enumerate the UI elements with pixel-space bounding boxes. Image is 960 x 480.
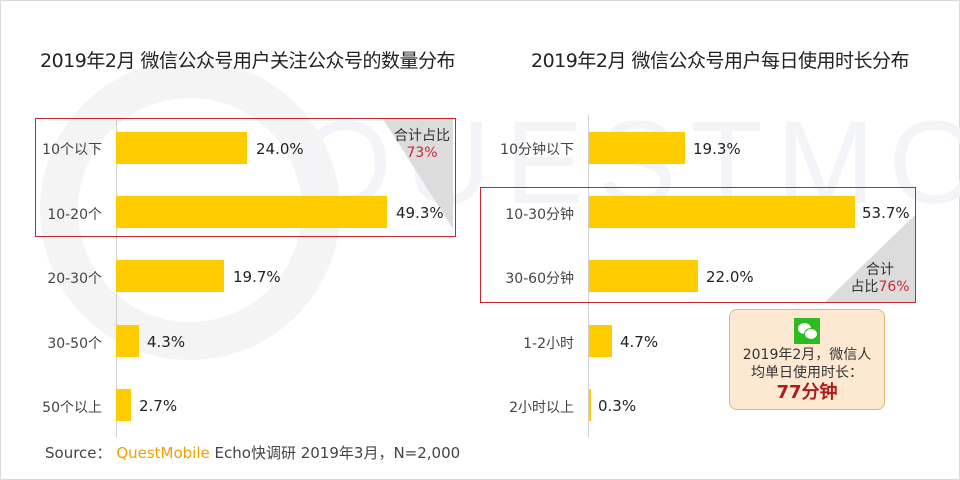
- value-label: 4.3%: [147, 333, 186, 351]
- value-label: 19.7%: [233, 268, 281, 286]
- category-label: 30-60分钟: [505, 271, 574, 287]
- category-label: 2小时以上: [509, 400, 574, 416]
- bar: [116, 132, 247, 164]
- callout-highlight: 77分钟: [776, 382, 838, 403]
- bar: [116, 325, 139, 357]
- value-label: 4.7%: [620, 333, 659, 351]
- value-label: 0.3%: [598, 397, 637, 415]
- source-note: Source： QuestMobile Echo快调研 2019年3月，N=2,…: [45, 442, 460, 463]
- right-total-label2: 占比: [850, 279, 879, 295]
- usage-callout: 2019年2月，微信人 均单日使用时长： 77分钟: [729, 309, 885, 410]
- bar: [116, 389, 131, 421]
- bar: [116, 196, 387, 228]
- category-label: 10分钟以下: [500, 142, 574, 158]
- source-prefix: Source：: [45, 444, 112, 462]
- category-label: 10个以下: [42, 142, 102, 158]
- category-label: 1-2小时: [523, 336, 574, 352]
- callout-line1: 2019年2月，微信人: [742, 347, 872, 363]
- category-label: 20-30个: [47, 271, 102, 287]
- right-total-note: 合计 占比76%: [846, 262, 914, 296]
- bar: [589, 196, 855, 228]
- wechat-icon: [794, 318, 820, 344]
- value-label: 22.0%: [706, 268, 754, 286]
- left-total-label: 合计占比: [394, 128, 450, 144]
- right-total-label: 合计: [866, 262, 894, 278]
- left-chart-title: 2019年2月 微信公众号用户关注公众号的数量分布: [40, 50, 455, 72]
- value-label: 24.0%: [256, 140, 304, 158]
- bar: [589, 260, 698, 292]
- source-suffix: Echo快调研 2019年3月，N=2,000: [214, 444, 461, 462]
- value-label: 19.3%: [693, 140, 741, 158]
- bar: [589, 325, 612, 357]
- source-brand: QuestMobile: [116, 444, 210, 462]
- bar: [589, 389, 591, 421]
- left-total-value: 73%: [406, 145, 438, 161]
- category-label: 10-20个: [47, 207, 102, 223]
- value-label: 53.7%: [862, 204, 910, 222]
- value-label: 2.7%: [139, 397, 178, 415]
- left-note-corner: [383, 119, 453, 229]
- right-axis-line: [588, 115, 589, 438]
- value-label: 49.3%: [396, 204, 444, 222]
- callout-line2: 均单日使用时长：: [751, 365, 863, 381]
- bar: [589, 132, 685, 164]
- right-highlight-box: [480, 187, 916, 303]
- right-note-corner: [825, 215, 915, 302]
- bar: [116, 260, 224, 292]
- category-label: 10-30分钟: [505, 207, 574, 223]
- right-total-value: 76%: [878, 279, 910, 295]
- left-highlight-box: [35, 118, 456, 237]
- category-label: 50个以上: [42, 400, 102, 416]
- category-label: 30-50个: [47, 336, 102, 352]
- left-total-note: 合计占比 73%: [388, 128, 456, 162]
- right-chart-title: 2019年2月 微信公众号用户每日使用时长分布: [531, 50, 909, 72]
